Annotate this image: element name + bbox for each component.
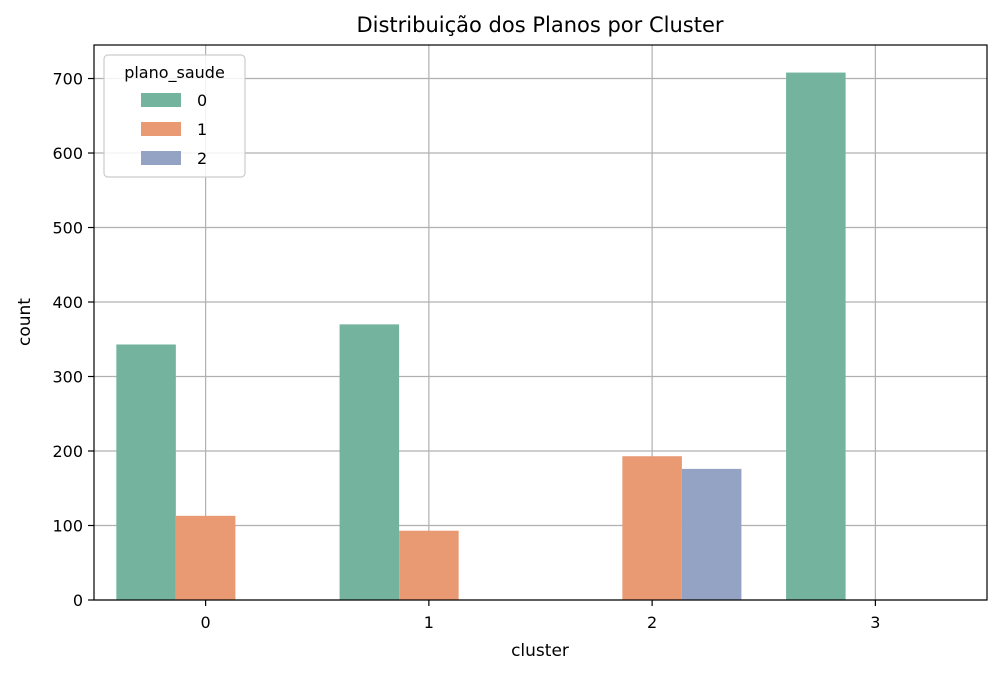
y-tick-label: 700 (52, 70, 83, 89)
bar-series-1-cluster-1 (399, 530, 459, 600)
x-tick-label: 1 (424, 613, 434, 632)
legend-box (103, 54, 246, 178)
y-tick-label: 500 (52, 219, 83, 238)
legend-label-1: 1 (197, 120, 207, 139)
y-axis: 0 100 200 300 400 500 600 700 (52, 70, 94, 610)
x-tick-label: 3 (870, 613, 880, 632)
bars (116, 72, 846, 600)
x-tick-label: 0 (201, 613, 211, 632)
chart-title: Distribuição dos Planos por Cluster (356, 13, 723, 37)
y-tick-label: 400 (52, 293, 83, 312)
x-axis: 0 1 2 3 (201, 600, 880, 632)
y-tick-label: 200 (52, 442, 83, 461)
legend-swatch-2 (141, 151, 181, 165)
x-axis-label: cluster (511, 641, 569, 661)
y-tick-label: 100 (52, 517, 83, 536)
legend-swatch-1 (141, 122, 181, 136)
bar-series-2-cluster-2 (681, 468, 742, 600)
y-tick-label: 600 (52, 144, 83, 163)
y-tick-label: 0 (73, 591, 83, 610)
bar-series-1-cluster-0 (175, 515, 236, 600)
bar-series-0-cluster-1 (339, 324, 400, 600)
plot-frame (93, 44, 988, 601)
x-tick-label: 2 (647, 613, 657, 632)
legend-title: plano_saude (124, 63, 225, 83)
bar-series-0-cluster-3 (786, 72, 846, 600)
y-tick-label: 300 (52, 368, 83, 387)
legend-label-2: 2 (197, 149, 207, 168)
y-axis-label: count (15, 298, 35, 346)
legend-swatch-0 (141, 93, 181, 107)
bar-series-0-cluster-0 (116, 344, 176, 600)
bar-series-1-cluster-2 (622, 456, 682, 600)
legend-label-0: 0 (197, 91, 207, 110)
legend: plano_saude 0 1 2 (103, 54, 246, 178)
